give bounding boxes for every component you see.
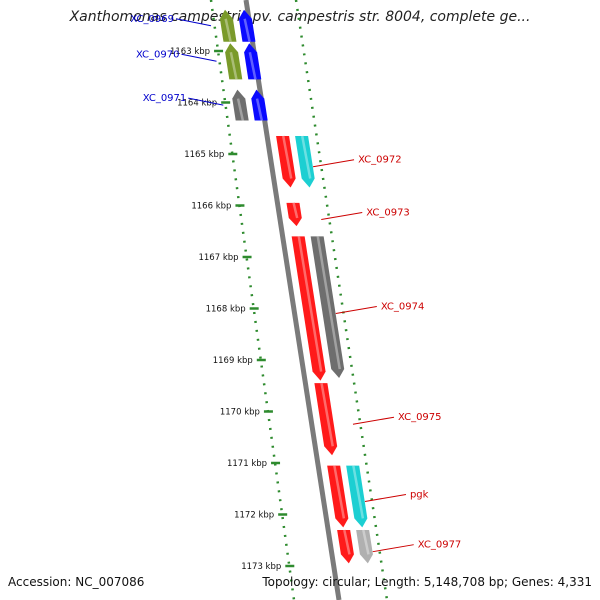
gene-highlight (248, 52, 257, 80)
gene-label-XC_0971[interactable]: XC_0971 (143, 93, 187, 104)
tick-label: 1166 kbp (191, 202, 231, 212)
gene-label-XC_0972[interactable]: XC_0972 (358, 155, 402, 166)
gene-arrow-pgkb[interactable] (346, 465, 368, 528)
gene-highlight (224, 18, 232, 42)
accession-text: Accession: NC_007086 (8, 575, 145, 589)
tick-label: 1163 kbp (170, 47, 210, 57)
tick-label: 1171 kbp (227, 459, 267, 469)
gene-highlight (297, 236, 323, 372)
gene-highlight (243, 18, 251, 42)
gene-label-leader (335, 306, 377, 314)
tick-label: 1165 kbp (184, 150, 224, 160)
kbp-ticks: 1163 kbp 1164 kbp 1165 kbp 1166 kbp 1167 kbp… (170, 47, 295, 572)
tick-label: 1170 kbp (220, 408, 260, 418)
gene-highlight (352, 465, 365, 519)
tick-label: 1167 kbp (198, 253, 238, 263)
gene-highlight (236, 98, 245, 121)
gene-label-leader (321, 212, 363, 221)
gene-highlight (343, 529, 351, 555)
gene-label-XC_0969[interactable]: XC_0969 (130, 14, 174, 25)
gene-highlight (362, 529, 370, 555)
genome-stats-text: Topology: circular; Length: 5,148,708 bp… (262, 575, 592, 589)
gene-highlight (292, 202, 299, 219)
gene-highlight (281, 135, 293, 179)
tick-label: 1164 kbp (177, 99, 217, 109)
ruler-left-line (209, 0, 296, 600)
gene-arrow-pgk[interactable] (327, 465, 349, 528)
tick-label: 1169 kbp (213, 356, 253, 366)
gene-label-leader (175, 18, 212, 27)
gene-arrow-XC_0977[interactable] (337, 529, 354, 564)
gene-label-XC_0977[interactable]: XC_0977 (418, 540, 462, 551)
gene-label-XC_0970[interactable]: XC_0970 (136, 49, 180, 60)
gene-label-pgk[interactable]: pgk (410, 489, 429, 500)
tick-label: 1168 kbp (206, 305, 246, 315)
gene-highlight (229, 52, 238, 80)
gene-label-leader (188, 97, 224, 106)
gene-highlight (300, 135, 312, 179)
gene-label-leader (352, 416, 395, 425)
gene-features (219, 9, 373, 564)
gene-arrow-XC_0977b[interactable] (356, 529, 373, 564)
gene-highlight (255, 98, 264, 121)
tick-label: 1173 kbp (241, 562, 281, 572)
gene-label-leader (364, 493, 407, 502)
gene-label-XC_0974[interactable]: XC_0974 (381, 302, 425, 313)
gene-label-XC_0975[interactable]: XC_0975 (398, 412, 442, 423)
gene-label-XC_0973[interactable]: XC_0973 (366, 208, 410, 219)
gene-label-leader (181, 53, 217, 62)
gene-labels: XC_0969 XC_0970 XC_0971 XC_0972 XC_0973 XC_09… (130, 14, 462, 553)
gene-highlight (333, 465, 346, 519)
gene-highlight (320, 382, 334, 447)
gene-label-leader (372, 544, 414, 553)
gene-arrow-XC_0973[interactable] (286, 202, 302, 227)
gene-arrow-XC_0975[interactable] (314, 383, 338, 456)
tick-label: 1172 kbp (234, 511, 274, 521)
gene-label-leader (312, 159, 355, 168)
gene-highlight (316, 236, 341, 370)
